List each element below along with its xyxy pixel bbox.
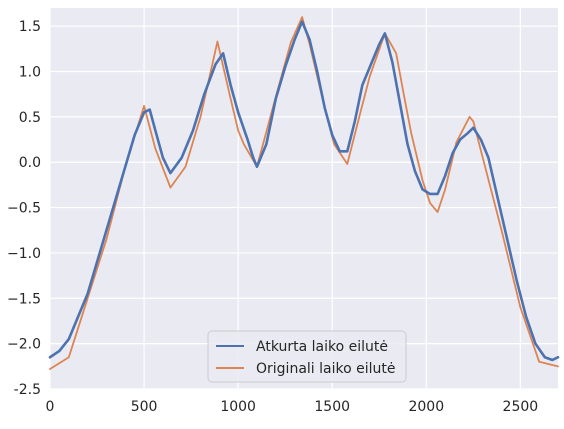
x-tick-label: 2000 [408,399,444,415]
y-tick-label: -2.5 [14,382,41,398]
x-tick-label: 0 [46,399,55,415]
legend-label: Atkurta laiko eilutė [256,339,388,355]
y-tick-label: 0.5 [19,110,41,126]
legend: Atkurta laiko eilutė Originali laiko eilu… [207,330,407,383]
series-layer [48,16,560,370]
x-tick-label: 500 [131,399,158,415]
y-tick-label: −1.5 [7,291,41,307]
x-tick-label: 1000 [220,399,256,415]
y-tick-label: −2.0 [7,337,41,353]
legend-label: Originali laiko eilutė [256,361,395,377]
y-tick-label: −1.0 [7,246,41,262]
series-line-reconstructed [48,20,560,362]
legend-box [207,330,407,383]
y-tick-label: 1.0 [19,65,41,81]
y-tick-label: −0.5 [7,201,41,217]
x-tick-label: 2500 [503,399,539,415]
tick-labels: 0 500 1000 1500 2000 2500 -2.5 −2.0 −1.5 −1.0 −0.5… [7,19,538,415]
x-tick-label: 1500 [314,399,350,415]
y-tick-label: 0.0 [19,155,41,171]
y-tick-label: 1.5 [19,19,41,35]
